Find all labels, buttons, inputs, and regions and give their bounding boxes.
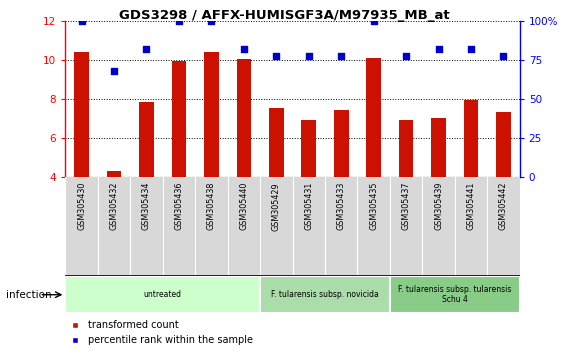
Point	[434, 46, 443, 52]
Text: GDS3298 / AFFX-HUMISGF3A/M97935_MB_at: GDS3298 / AFFX-HUMISGF3A/M97935_MB_at	[119, 9, 449, 22]
Legend: transformed count, percentile rank within the sample: transformed count, percentile rank withi…	[62, 316, 257, 349]
Point	[499, 53, 508, 58]
Text: infection: infection	[6, 290, 51, 300]
Bar	[302, 120, 316, 177]
Point	[142, 46, 151, 52]
Bar	[260, 276, 390, 313]
Bar	[269, 108, 283, 177]
Text: GSM305435: GSM305435	[369, 182, 378, 230]
Text: F. tularensis subsp. tularensis
Schu 4: F. tularensis subsp. tularensis Schu 4	[398, 285, 512, 304]
Text: GSM305434: GSM305434	[142, 182, 151, 230]
Point	[402, 53, 411, 58]
Point	[337, 53, 346, 58]
Point	[174, 18, 183, 24]
Text: GSM305439: GSM305439	[434, 182, 443, 230]
Text: GSM305432: GSM305432	[110, 182, 119, 230]
Bar	[74, 52, 89, 177]
Text: GSM305429: GSM305429	[272, 182, 281, 230]
Point	[369, 18, 378, 24]
Bar	[65, 276, 260, 313]
Text: GSM305441: GSM305441	[466, 182, 475, 230]
Bar	[366, 58, 381, 177]
Text: GSM305436: GSM305436	[174, 182, 183, 230]
Text: GSM305433: GSM305433	[337, 182, 346, 230]
Text: F. tularensis subsp. novicida: F. tularensis subsp. novicida	[271, 290, 379, 299]
Bar	[463, 100, 478, 177]
Bar	[399, 120, 414, 177]
Bar	[107, 171, 122, 177]
Point	[207, 18, 216, 24]
Point	[239, 46, 248, 52]
Point	[110, 68, 119, 74]
Bar	[204, 52, 219, 177]
Bar	[139, 102, 154, 177]
Bar	[172, 61, 186, 177]
Text: GSM305437: GSM305437	[402, 182, 411, 230]
Point	[272, 53, 281, 58]
Text: GSM305440: GSM305440	[239, 182, 248, 230]
Point	[466, 46, 475, 52]
Bar	[431, 118, 446, 177]
Bar	[236, 59, 251, 177]
Text: untreated: untreated	[144, 290, 182, 299]
Point	[77, 18, 86, 24]
Text: GSM305431: GSM305431	[304, 182, 313, 230]
Bar	[390, 276, 520, 313]
Bar	[334, 110, 349, 177]
Text: GSM305438: GSM305438	[207, 182, 216, 230]
Point	[304, 53, 314, 58]
Text: GSM305442: GSM305442	[499, 182, 508, 230]
Text: GSM305430: GSM305430	[77, 182, 86, 230]
Bar	[496, 112, 511, 177]
